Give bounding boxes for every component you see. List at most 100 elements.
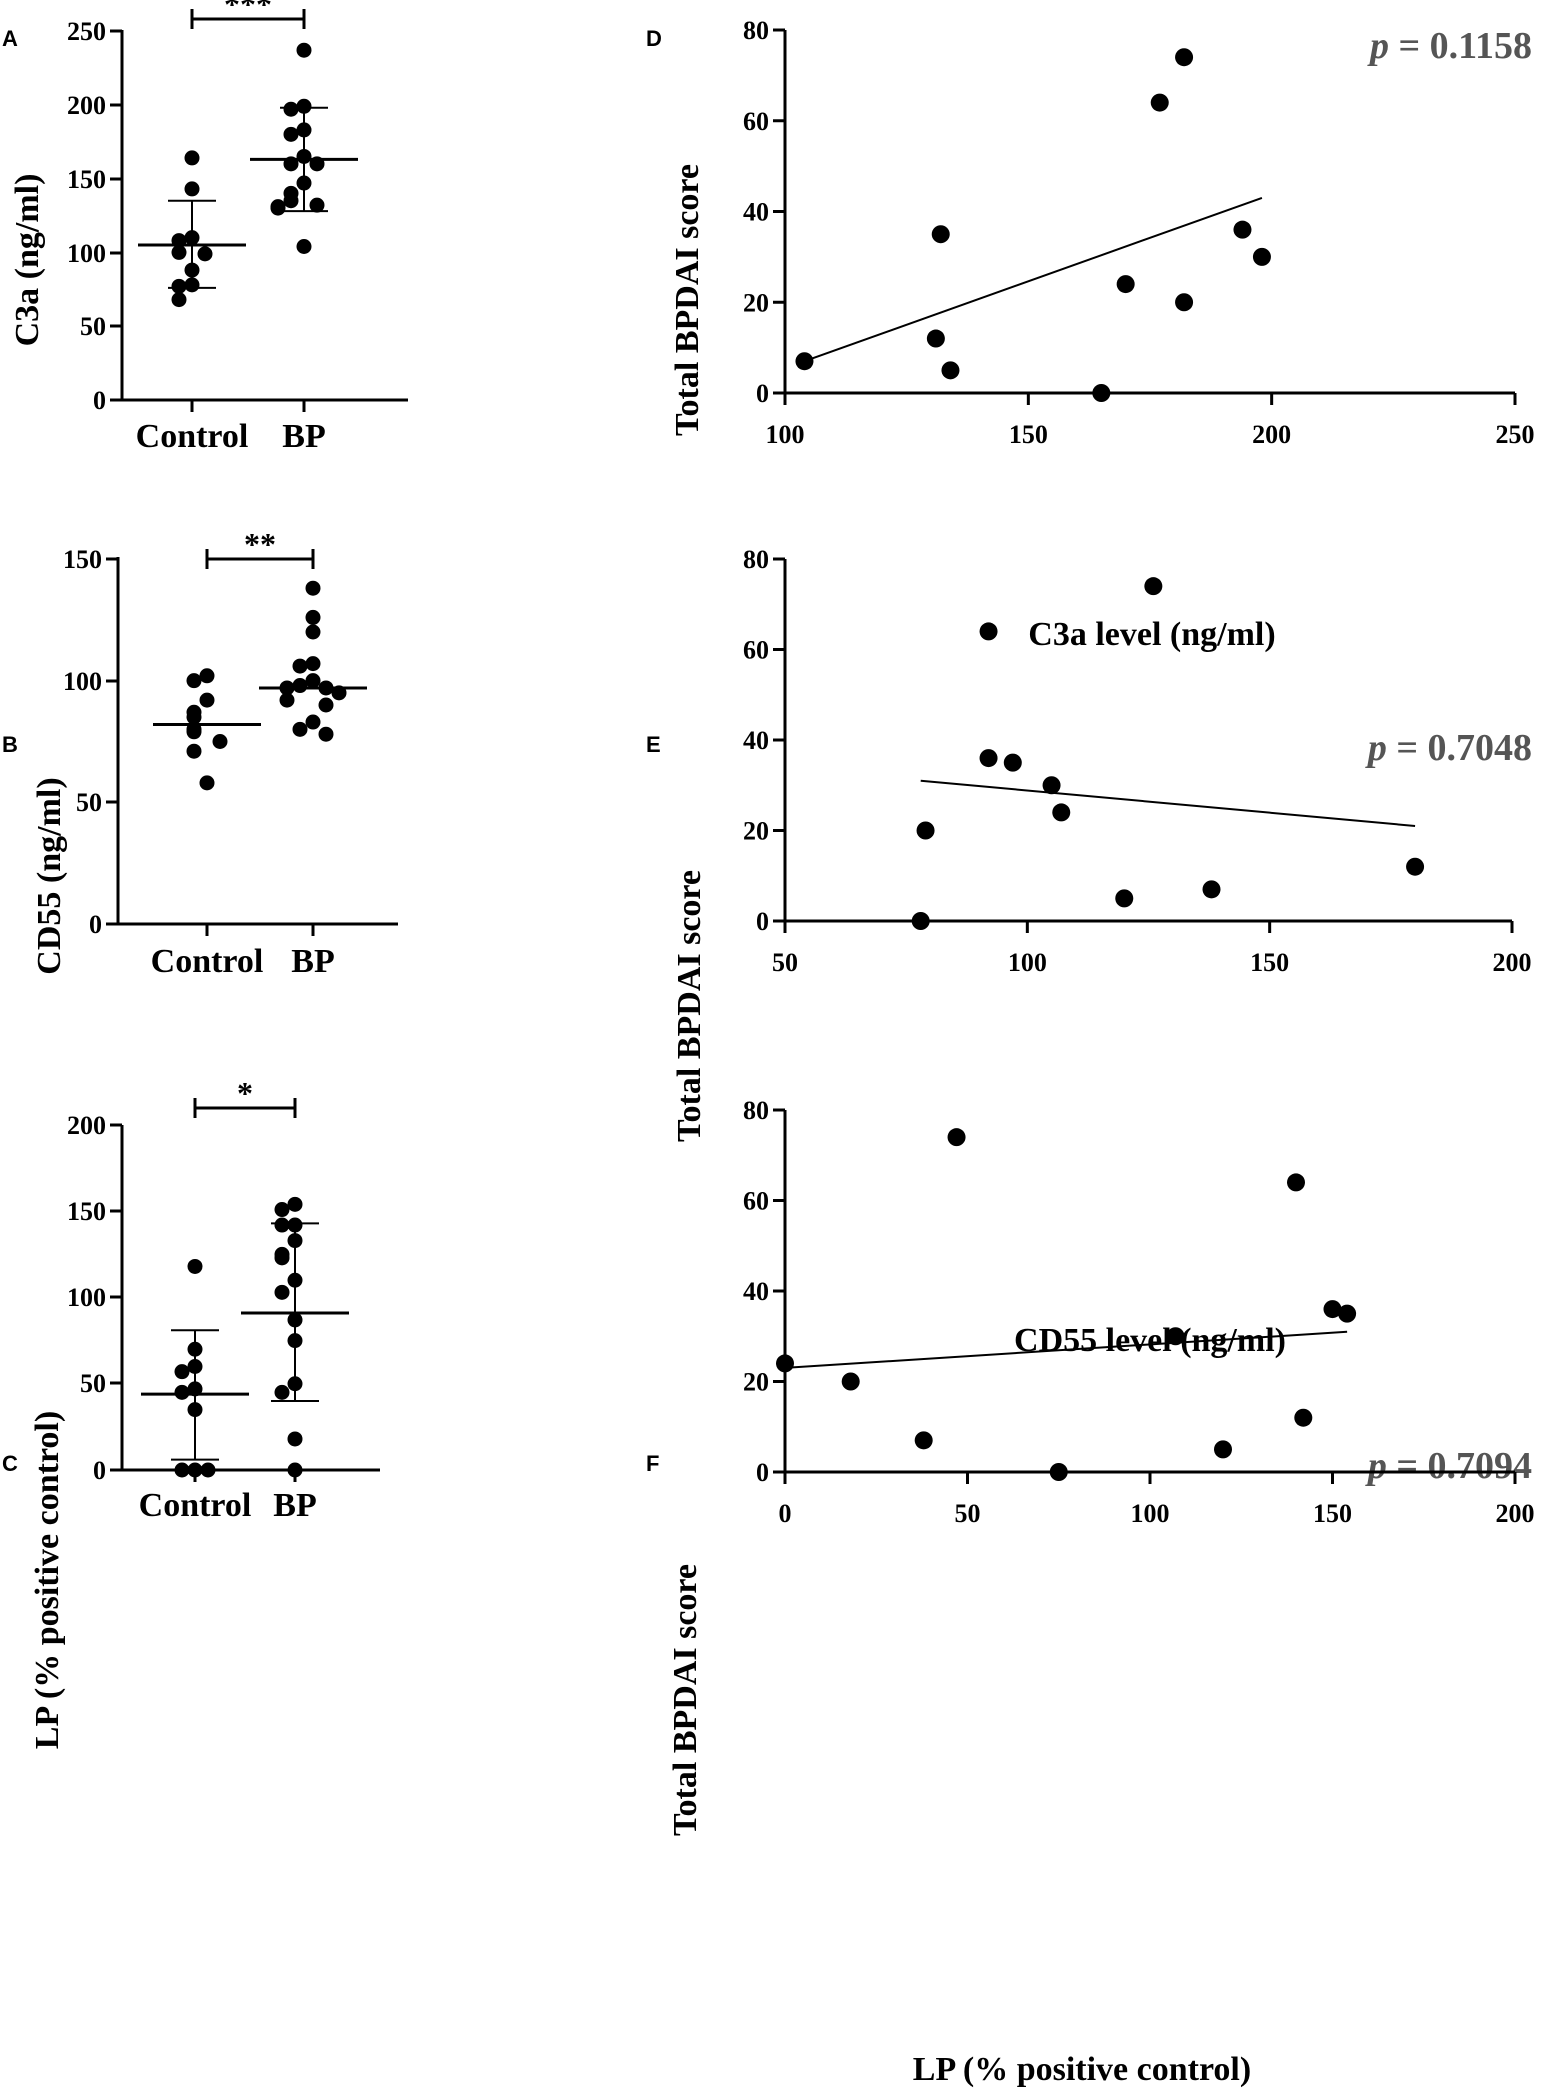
panel-e-y-tick-label: 80 (743, 545, 769, 574)
panel-a-control-data-point (171, 292, 187, 308)
panel-c-control-data-point (174, 1364, 190, 1380)
panel-a-y-tick-label: 0 (93, 386, 106, 415)
panel-f-x-tick-label: 100 (1131, 1499, 1170, 1528)
panel-f-p-text: = 0.7094 (1396, 1445, 1532, 1487)
panel-c-bp-data-point (287, 1233, 303, 1249)
panel-a-y-tick-label: 100 (67, 239, 106, 268)
panel-f-regression-line (784, 1330, 1348, 1369)
panel-a-significance-stars: *** (224, 0, 272, 22)
panel-a-bp-data-point (296, 122, 312, 138)
panel-b-control-data-point (212, 734, 228, 749)
panel-e-x-tick-label: 150 (1250, 948, 1289, 977)
panel-c-control-data-point (200, 1462, 216, 1478)
panel-e-data-point (979, 749, 998, 768)
panel-d-p-value: p = 0.1158 (1367, 25, 1532, 67)
panel-f-data-point (776, 1354, 794, 1373)
panel-b-y-tick-label: 100 (63, 667, 102, 696)
panel-f-data-point (914, 1431, 933, 1450)
panel-b-y-tick-label: 150 (63, 545, 102, 574)
panel-e-data-point (1052, 803, 1071, 822)
panel-b-bp-data-point (305, 580, 321, 596)
panel-e-y-axis-label: Total BPDAI score (671, 870, 708, 1142)
panel-a-control-data-point (184, 150, 200, 166)
panel-c-bp-data-point (274, 1384, 290, 1400)
panel-e-data-point (1042, 776, 1061, 795)
panel-f-data-point (1338, 1304, 1357, 1323)
panel-f-x-tick-label: 50 (955, 1499, 981, 1528)
panel-b-control-data-point (186, 709, 202, 725)
panel-c-bp-data-point (287, 1312, 303, 1328)
panel-d-y-tick-label: 0 (756, 379, 769, 408)
panel-b-control-data-point (199, 775, 215, 791)
panel-b-bp-data-point (305, 609, 321, 625)
panel-f-data-point (1214, 1440, 1232, 1459)
panel-b-bp-data-point (318, 680, 334, 696)
panel-c-bp-data-point (287, 1376, 303, 1392)
panel-e-cd55-correlation: E Total BPDAI score CD55 level (ng/ml) p… (646, 545, 1532, 1359)
panel-d-data-point (941, 361, 960, 380)
panel-e-p-symbol: p (1365, 727, 1387, 769)
panel-b-y-tick-label: 0 (89, 910, 102, 939)
panel-d-data-point (1150, 93, 1169, 112)
panel-e-data-point (1202, 880, 1221, 899)
panel-f-y-tick-label: 80 (743, 1096, 769, 1125)
panel-a-c3a-dotplot: A C3a (ng/ml) 0 50 100 150 200 250 Control BP **… (2, 0, 408, 455)
panel-e-data-point (1003, 753, 1022, 772)
panel-f-y-tick-label: 40 (743, 1277, 769, 1306)
panel-d-y-tick-label: 40 (743, 198, 769, 227)
panel-c-control-data-point (187, 1359, 203, 1374)
panel-e-y-tick-label: 60 (743, 636, 769, 665)
panel-f-y-tick-label: 60 (743, 1187, 769, 1216)
panel-a-control-data-point (197, 246, 213, 262)
panel-b-bp-data-point (279, 692, 295, 708)
panel-d-p-text: = 0.1158 (1398, 25, 1532, 67)
panel-a-control-data-point (184, 181, 200, 197)
panel-b-control-data-point (186, 743, 202, 759)
panel-a-control-data-point (184, 277, 200, 293)
panel-f-x-axis-label: LP (% positive control) (913, 2051, 1251, 2088)
panel-b-control-data-point (199, 692, 215, 708)
panel-a-bp-data-point (296, 98, 312, 114)
panel-b-bp-data-point (331, 685, 347, 701)
panel-a-bp-data-point (270, 200, 286, 216)
panel-d-data-point (1092, 384, 1111, 402)
panel-letter-e: E (646, 732, 661, 757)
panel-c-control-data-point (174, 1384, 190, 1400)
panel-d-data-point (1233, 220, 1252, 239)
panel-f-y-axis-label: Total BPDAI score (667, 1564, 704, 1836)
panel-e-data-point (911, 912, 930, 930)
panel-a-bp-data-point (309, 156, 325, 172)
panel-b-bp-data-point (305, 714, 321, 730)
panel-d-data-point (1252, 247, 1271, 266)
panel-a-bp-data-point (309, 197, 325, 213)
panel-d-data-point (931, 225, 950, 244)
panel-c-control-data-point (174, 1462, 190, 1478)
panel-d-data-point (795, 352, 814, 371)
panel-d-x-tick-label: 100 (766, 420, 805, 449)
panel-b-bp-data-point (305, 656, 321, 672)
panel-c-lp-dotplot: C LP (% positive control) 0 50 100 150 200 Co… (2, 1075, 380, 1749)
panel-f-data-point (1049, 1463, 1068, 1481)
panel-f-data-point (1287, 1173, 1305, 1192)
panel-d-x-axis-label: C3a level (ng/ml) (1028, 616, 1275, 653)
panel-b-cd55-dotplot: B CD55 (ng/ml) 0 50 100 150 Control BP ** (2, 526, 398, 980)
panel-c-bp-data-point (274, 1284, 290, 1300)
panel-b-bp-data-point (305, 624, 321, 640)
panel-a-bp-data-point (283, 156, 299, 172)
panel-d-x-tick-label: 200 (1252, 420, 1291, 449)
panel-c-bp-data-point (287, 1196, 303, 1212)
panel-b-control-data-point (199, 668, 215, 684)
panel-f-data-point (1323, 1300, 1342, 1319)
panel-b-control-data-point (186, 673, 202, 689)
panel-b-y-tick-label: 50 (76, 788, 102, 817)
panel-a-y-axis-label: C3a (ng/ml) (9, 174, 46, 347)
panel-c-bp-data-point (274, 1217, 290, 1233)
panel-e-y-tick-label: 0 (756, 907, 769, 936)
panel-d-data-point (926, 329, 945, 348)
panel-f-lp-correlation: F Total BPDAI score LP (% positive contr… (646, 1096, 1535, 2088)
panel-d-regression-line (804, 196, 1263, 363)
panel-c-bp-data-point (287, 1462, 303, 1478)
panel-d-y-axis-label: Total BPDAI score (669, 164, 706, 436)
panel-d-x-tick-label: 150 (1009, 420, 1048, 449)
panel-c-y-tick-label: 0 (93, 1456, 106, 1485)
